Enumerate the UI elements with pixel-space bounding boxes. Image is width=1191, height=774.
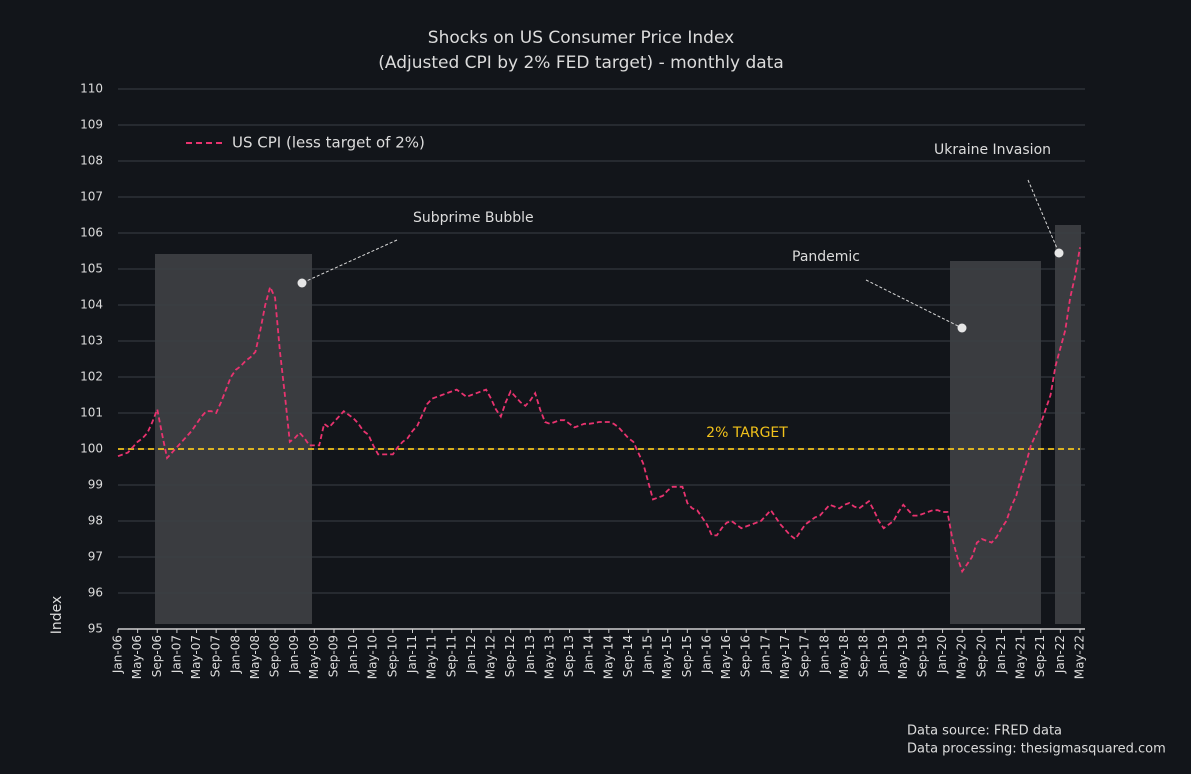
annotation-label: Ukraine Invasion: [934, 142, 1051, 158]
x-tick-label: May-07: [189, 635, 203, 679]
annotation-leader: [865, 279, 963, 329]
target-label: 2% TARGET: [706, 425, 788, 441]
x-tick-label: Sep-16: [739, 635, 753, 677]
y-tick-label: 109: [80, 118, 103, 132]
x-tick-label: Jan-13: [523, 635, 537, 674]
source: Data source: FRED data: [907, 724, 1062, 739]
x-tick-label: Sep-08: [268, 635, 282, 677]
x-tick-label: May-15: [660, 635, 674, 679]
x-tick-label: Sep-12: [503, 635, 517, 677]
x-tick-label: Jan-21: [994, 635, 1008, 674]
x-tick-label: Jan-12: [464, 635, 478, 674]
annotation-dot: [297, 278, 307, 288]
x-tick-label: Jan-08: [228, 635, 242, 674]
x-tick-label: Sep-19: [915, 635, 929, 677]
y-tick-label: 95: [88, 622, 103, 636]
x-tick-label: Jan-19: [876, 635, 890, 674]
x-tick-label: Jan-06: [111, 635, 125, 674]
annotation-leader: [1027, 179, 1060, 254]
x-tick-label: May-13: [542, 635, 556, 679]
y-tick-label: 107: [80, 190, 103, 204]
x-tick-label: Jan-20: [935, 635, 949, 674]
x-tick-label: May-22: [1073, 635, 1087, 679]
x-tick-label: Sep-17: [798, 635, 812, 677]
x-tick-label: May-12: [484, 635, 498, 679]
source: Data processing: thesigmasquared.com: [907, 742, 1166, 757]
y-tick-label: 105: [80, 262, 103, 276]
x-tick-label: Sep-13: [562, 635, 576, 677]
x-tick-label: Jan-07: [169, 635, 183, 674]
annotation-dot: [957, 323, 967, 333]
x-tick-label: May-09: [307, 635, 321, 679]
y-tick-label: 110: [80, 82, 103, 96]
x-tick-label: Sep-14: [621, 635, 635, 677]
annotation-label: Pandemic: [792, 249, 860, 265]
y-tick-label: 103: [80, 334, 103, 348]
x-tick-label: Jan-15: [641, 635, 655, 674]
y-axis-label: Index: [49, 596, 65, 635]
y-tick-label: 104: [80, 298, 103, 312]
x-tick-label: May-18: [837, 635, 851, 679]
x-tick-label: Sep-15: [680, 635, 694, 677]
x-tick-label: May-08: [248, 635, 262, 679]
x-tick-label: May-20: [955, 635, 969, 679]
x-tick-label: Sep-07: [209, 635, 223, 677]
x-tick-label: May-10: [366, 635, 380, 679]
annotation-leader: [301, 239, 398, 284]
y-tick-label: 100: [80, 442, 103, 456]
annotation-label: Subprime Bubble: [413, 210, 534, 226]
x-tick-label: May-21: [1014, 635, 1028, 679]
x-tick-label: Jan-11: [405, 635, 419, 674]
x-tick-label: Jan-10: [346, 635, 360, 674]
chart-title: Shocks on US Consumer Price Index: [428, 28, 734, 48]
y-tick-label: 99: [88, 478, 103, 492]
x-tick-label: May-11: [425, 635, 439, 679]
y-tick-label: 102: [80, 370, 103, 384]
x-tick-label: May-19: [896, 635, 910, 679]
chart-subtitle: (Adjusted CPI by 2% FED target) - monthl…: [378, 53, 784, 73]
legend-label: US CPI (less target of 2%): [232, 134, 425, 152]
y-tick-label: 97: [88, 550, 103, 564]
x-tick-label: Sep-10: [385, 635, 399, 677]
x-tick-label: Jan-16: [699, 635, 713, 674]
x-tick-label: Sep-11: [444, 635, 458, 677]
x-tick-label: Sep-18: [857, 635, 871, 677]
shock-region: [155, 254, 312, 624]
x-tick-label: Sep-09: [326, 635, 340, 677]
x-tick-label: Sep-21: [1033, 635, 1047, 677]
x-tick-label: Jan-14: [582, 635, 596, 674]
y-tick-label: 108: [80, 154, 103, 168]
x-tick-label: Jan-09: [287, 635, 301, 674]
y-tick-label: 101: [80, 406, 103, 420]
cpi-line: [117, 247, 1081, 574]
shock-region: [950, 261, 1041, 624]
x-tick-label: Jan-22: [1053, 635, 1067, 674]
x-tick-label: May-17: [778, 635, 792, 679]
x-tick-label: May-06: [130, 635, 144, 679]
y-tick-label: 96: [88, 586, 103, 600]
y-tick-label: 98: [88, 514, 103, 528]
x-tick-label: Jan-17: [758, 635, 772, 674]
annotation-dot: [1054, 248, 1064, 258]
x-tick-label: May-14: [601, 635, 615, 679]
y-tick-label: 106: [80, 226, 103, 240]
x-tick-label: Jan-18: [817, 635, 831, 674]
shock-region: [1055, 225, 1081, 624]
x-tick-label: Sep-20: [974, 635, 988, 677]
x-tick-label: May-16: [719, 635, 733, 679]
x-tick-label: Sep-06: [150, 635, 164, 677]
